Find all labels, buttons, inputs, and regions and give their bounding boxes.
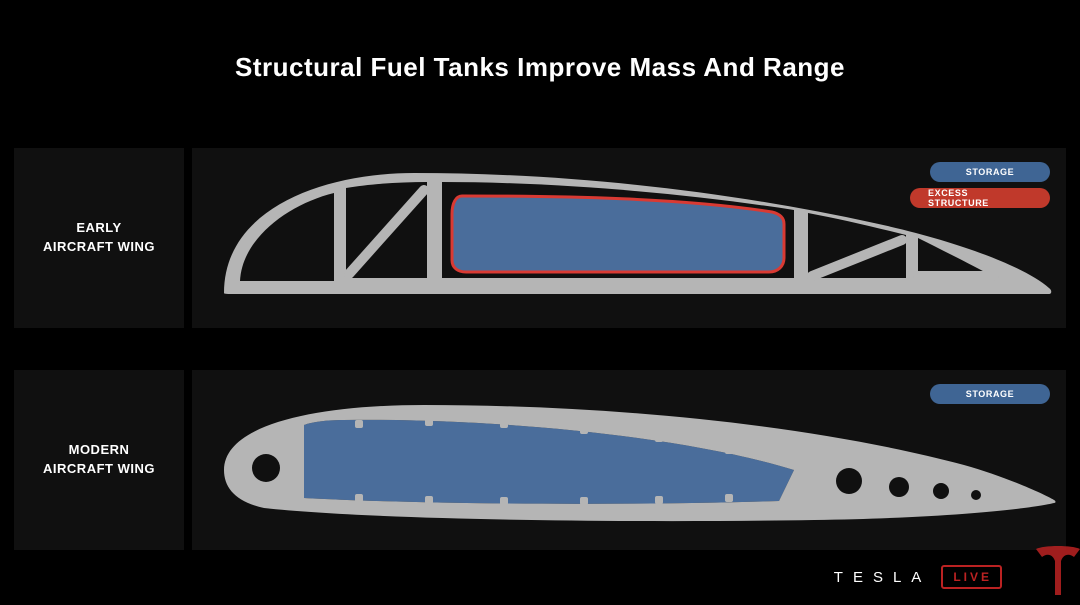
modern-wing-svg <box>194 370 1064 550</box>
tesla-wordmark: TESLA <box>834 569 932 586</box>
tesla-t-icon <box>1030 539 1080 599</box>
live-badge: LIVE <box>941 565 1002 589</box>
label-modern-line1: MODERN <box>69 442 130 457</box>
early-wing-svg <box>194 148 1064 328</box>
slide-title: Structural Fuel Tanks Improve Mass And R… <box>0 52 1080 83</box>
row-early: EARLY AIRCRAFT WING STORAGE EXCESS STRUC… <box>14 148 1066 328</box>
label-early: EARLY AIRCRAFT WING <box>43 219 155 257</box>
diagram-early: STORAGE EXCESS STRUCTURE <box>192 148 1066 328</box>
label-box-early: EARLY AIRCRAFT WING <box>14 148 184 328</box>
row-modern: MODERN AIRCRAFT WING STORAGE <box>14 370 1066 550</box>
label-modern: MODERN AIRCRAFT WING <box>43 441 155 479</box>
label-box-modern: MODERN AIRCRAFT WING <box>14 370 184 550</box>
slide: Structural Fuel Tanks Improve Mass And R… <box>0 0 1080 605</box>
diagram-modern: STORAGE <box>192 370 1066 550</box>
label-early-line2: AIRCRAFT WING <box>43 239 155 254</box>
label-modern-line2: AIRCRAFT WING <box>43 461 155 476</box>
label-early-line1: EARLY <box>76 220 121 235</box>
branding: TESLA LIVE <box>834 565 1002 589</box>
